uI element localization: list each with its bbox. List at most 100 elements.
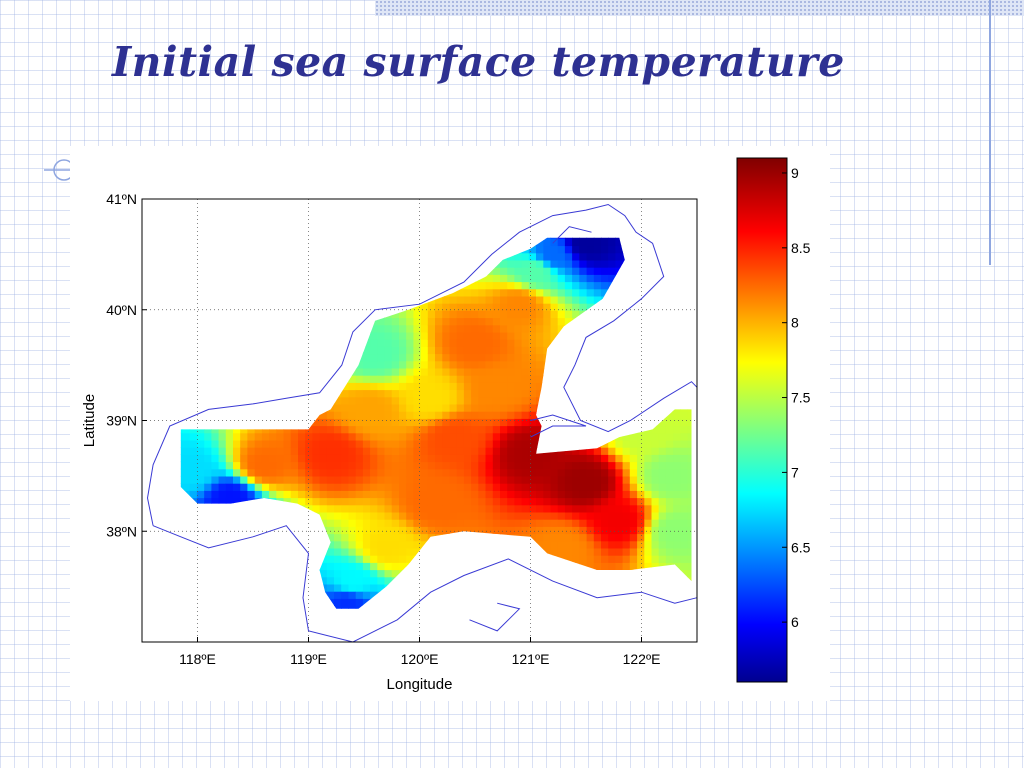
heatmap-cell	[406, 267, 414, 275]
heatmap-cell	[362, 504, 371, 513]
heatmap-cell	[629, 547, 638, 556]
heatmap-cell	[478, 540, 487, 549]
heatmap-cell	[370, 461, 378, 470]
heatmap-cell	[680, 295, 689, 304]
heatmap-cell	[572, 274, 580, 283]
heatmap-cell	[593, 389, 602, 398]
heatmap-cell	[362, 432, 371, 441]
heatmap-cell	[233, 468, 241, 477]
heatmap-cell	[384, 389, 393, 398]
heatmap-cell	[196, 598, 205, 607]
heatmap-cell	[507, 295, 515, 304]
heatmap-cell	[658, 411, 667, 419]
heatmap-cell	[261, 461, 270, 470]
heatmap-cell	[579, 497, 588, 506]
heatmap-cell	[500, 339, 508, 347]
heatmap-cell	[341, 238, 349, 247]
heatmap-cell	[276, 331, 285, 340]
heatmap-cell	[319, 295, 328, 304]
heatmap-cell	[665, 339, 674, 347]
heatmap-cell	[615, 576, 624, 585]
heatmap-cell	[290, 267, 299, 275]
heatmap-cell	[334, 389, 342, 398]
heatmap-cell	[456, 447, 465, 455]
heatmap-cell	[334, 310, 342, 319]
heatmap-cell	[449, 303, 458, 311]
heatmap-cell	[485, 288, 494, 297]
heatmap-cell	[276, 403, 285, 412]
heatmap-cell	[218, 389, 227, 398]
heatmap-cell	[420, 288, 429, 297]
heatmap-cell	[637, 360, 645, 369]
heatmap-cell	[240, 591, 248, 599]
colorbar-axis: 66.577.588.59	[782, 165, 811, 630]
heatmap-cell	[319, 310, 328, 319]
heatmap-cell	[629, 483, 638, 491]
heatmap-cell	[204, 598, 212, 607]
heatmap-cell	[601, 310, 609, 319]
heatmap-cell	[247, 267, 256, 275]
heatmap-cell	[427, 591, 436, 599]
heatmap-cell	[463, 331, 472, 340]
heatmap-cell	[406, 295, 414, 304]
heatmap-cell	[290, 353, 299, 362]
heatmap-cell	[442, 504, 451, 513]
heatmap-cell	[283, 281, 292, 290]
heatmap-cell	[233, 396, 241, 405]
heatmap-cell	[211, 346, 220, 355]
heatmap-cell	[399, 288, 407, 297]
heatmap-cell	[463, 468, 472, 477]
heatmap-cell	[362, 569, 371, 578]
heatmap-cell	[471, 238, 479, 247]
heatmap-cell	[247, 382, 256, 391]
heatmap-cell	[615, 461, 624, 470]
heatmap-cell	[298, 475, 306, 484]
heatmap-cell	[651, 490, 660, 499]
heatmap-cell	[319, 519, 328, 527]
heatmap-cell	[564, 425, 573, 434]
heatmap-cell	[312, 483, 321, 491]
heatmap-cell	[528, 432, 537, 441]
heatmap-cell	[233, 605, 241, 609]
heatmap-cell	[521, 468, 530, 477]
heatmap-cell	[463, 346, 472, 355]
heatmap-cell	[564, 274, 573, 283]
heatmap-cell	[601, 555, 609, 563]
heatmap-cell	[334, 483, 342, 491]
heatmap-cell	[435, 519, 443, 527]
heatmap-cell	[500, 511, 508, 520]
heatmap-cell	[196, 511, 205, 520]
heatmap-cell	[348, 511, 357, 520]
heatmap-cell	[572, 562, 580, 571]
heatmap-cell	[211, 432, 220, 441]
heatmap-cell	[543, 439, 552, 448]
heatmap-cell	[572, 447, 580, 455]
heatmap-cell	[312, 324, 321, 333]
heatmap-cell	[413, 317, 422, 326]
heatmap-cell	[637, 490, 645, 499]
heatmap-cell	[362, 439, 371, 448]
heatmap-cell	[204, 367, 212, 376]
heatmap-cell	[543, 555, 552, 563]
heatmap-cell	[543, 295, 552, 304]
heatmap-cell	[680, 547, 689, 556]
heatmap-cell	[615, 382, 624, 391]
heatmap-cell	[521, 418, 530, 427]
heatmap-cell	[579, 353, 588, 362]
heatmap-cell	[312, 439, 321, 448]
heatmap-cell	[276, 432, 285, 441]
heatmap-cell	[572, 461, 580, 470]
heatmap-cell	[687, 461, 692, 470]
heatmap-cell	[204, 562, 212, 571]
heatmap-cell	[182, 598, 191, 607]
heatmap-cell	[543, 418, 552, 427]
heatmap-cell	[283, 598, 292, 607]
heatmap-cell	[492, 454, 501, 463]
heatmap-cell	[442, 367, 451, 376]
heatmap-cell	[550, 526, 559, 535]
heatmap-cell	[644, 511, 653, 520]
heatmap-cell	[225, 382, 234, 391]
heatmap-cell	[651, 389, 660, 398]
heatmap-cell	[355, 310, 364, 319]
heatmap-cell	[528, 245, 537, 254]
